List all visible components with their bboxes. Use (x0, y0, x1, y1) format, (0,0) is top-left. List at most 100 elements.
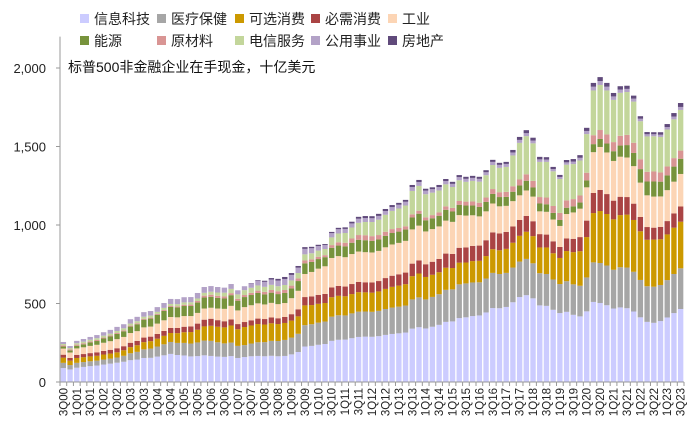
bar-segment (168, 306, 174, 307)
bar-stack-1Q19 (557, 174, 563, 382)
bar-segment (127, 319, 134, 324)
bar-segment (342, 227, 348, 229)
bar-segment (416, 185, 422, 211)
bar-stack-1Q14 (422, 188, 429, 382)
bar-segment (496, 167, 503, 193)
bar-stack-2Q10 (322, 243, 328, 382)
bar-segment (664, 166, 670, 176)
bar-segment (664, 175, 670, 191)
x-tick-label: 3Q04 (166, 387, 178, 416)
bar-segment (100, 364, 107, 382)
bar-stack-3Q00 (60, 341, 67, 382)
bar-segment (235, 294, 241, 299)
bar-segment (490, 193, 496, 204)
bar-segment (355, 222, 362, 236)
bar-segment (302, 248, 308, 255)
bar-segment (456, 177, 462, 181)
bar-segment (214, 320, 221, 327)
bar-segment (74, 340, 80, 344)
legend-label: 可选消费 (249, 11, 305, 27)
x-tick-label: 3Q10 (327, 388, 339, 416)
bar-segment (335, 285, 342, 296)
bar-segment (288, 320, 295, 338)
legend-item: 工业 (388, 11, 430, 27)
bar-segment (235, 345, 241, 358)
bar-segment (604, 265, 610, 306)
bar-segment (483, 170, 489, 173)
bar-segment (174, 354, 181, 382)
bar-segment (147, 341, 154, 349)
bar-segment (651, 171, 657, 182)
bar-segment (557, 176, 563, 179)
bar-segment (275, 356, 281, 382)
bar-segment (657, 136, 664, 173)
bar-segment (443, 209, 449, 221)
bar-segment (657, 239, 664, 285)
bar-stack-3Q14 (436, 184, 442, 382)
bar-segment (590, 301, 597, 382)
bar-segment (288, 273, 295, 275)
bar-segment (161, 355, 167, 382)
bar-stack-1Q20 (584, 127, 590, 382)
bar-segment (416, 273, 422, 298)
bar-segment (134, 340, 140, 346)
x-tick-label: 3Q17 (515, 388, 527, 416)
bar-stack-4Q15 (469, 175, 476, 382)
bar-segment (315, 259, 322, 269)
bar-segment (610, 269, 617, 309)
bar-segment (476, 282, 483, 316)
bar-segment (235, 329, 241, 346)
bar-segment (449, 181, 456, 184)
bar-segment (147, 318, 154, 327)
bar-segment (275, 304, 281, 319)
bar-segment (436, 215, 442, 227)
bar-segment (584, 187, 590, 221)
bar-segment (342, 286, 348, 297)
bar-segment (624, 267, 630, 309)
bar-segment (584, 172, 590, 181)
bar-segment (644, 286, 650, 322)
bar-segment (382, 334, 389, 382)
bar-segment (382, 214, 389, 232)
bar-segment (584, 311, 590, 382)
bar-segment (60, 354, 67, 358)
bar-stack-1Q13 (396, 202, 402, 382)
bar-segment (235, 300, 241, 311)
bar-segment (604, 134, 610, 144)
bar-segment (396, 204, 402, 209)
bar-segment (610, 96, 617, 100)
bar-stack-4Q18 (550, 166, 556, 382)
bar-segment (342, 257, 348, 287)
bar-segment (322, 266, 328, 294)
bar-segment (80, 344, 87, 348)
bar-segment (329, 340, 335, 382)
bar-segment (671, 116, 677, 120)
bar-segment (516, 219, 523, 236)
bar-segment (329, 231, 335, 234)
y-tick-label: 1,000 (13, 218, 46, 233)
bar-segment (228, 356, 234, 382)
bar-stack-2Q13 (402, 199, 409, 382)
bar-segment (161, 309, 167, 311)
x-tick-label: 1Q19 (555, 388, 567, 416)
bar-segment (376, 215, 382, 220)
bar-segment (329, 297, 335, 317)
bar-segment (275, 294, 281, 305)
bar-segment (355, 218, 362, 223)
bar-segment (624, 197, 630, 215)
bar-segment (355, 251, 362, 282)
bar-segment (214, 342, 221, 357)
x-tick-label: 3Q13 (407, 388, 419, 416)
bar-segment (503, 161, 509, 164)
legend-swatch (311, 14, 320, 23)
bar-segment (617, 135, 623, 146)
bar-segment (510, 302, 516, 382)
bar-segment (268, 323, 275, 341)
bar-segment (188, 304, 194, 307)
bar-segment (214, 326, 221, 343)
bar-segment (154, 313, 160, 315)
bar-segment (134, 331, 140, 341)
bar-segment (530, 221, 536, 237)
bar-segment (295, 333, 301, 353)
bar-stack-1Q16 (476, 176, 483, 382)
